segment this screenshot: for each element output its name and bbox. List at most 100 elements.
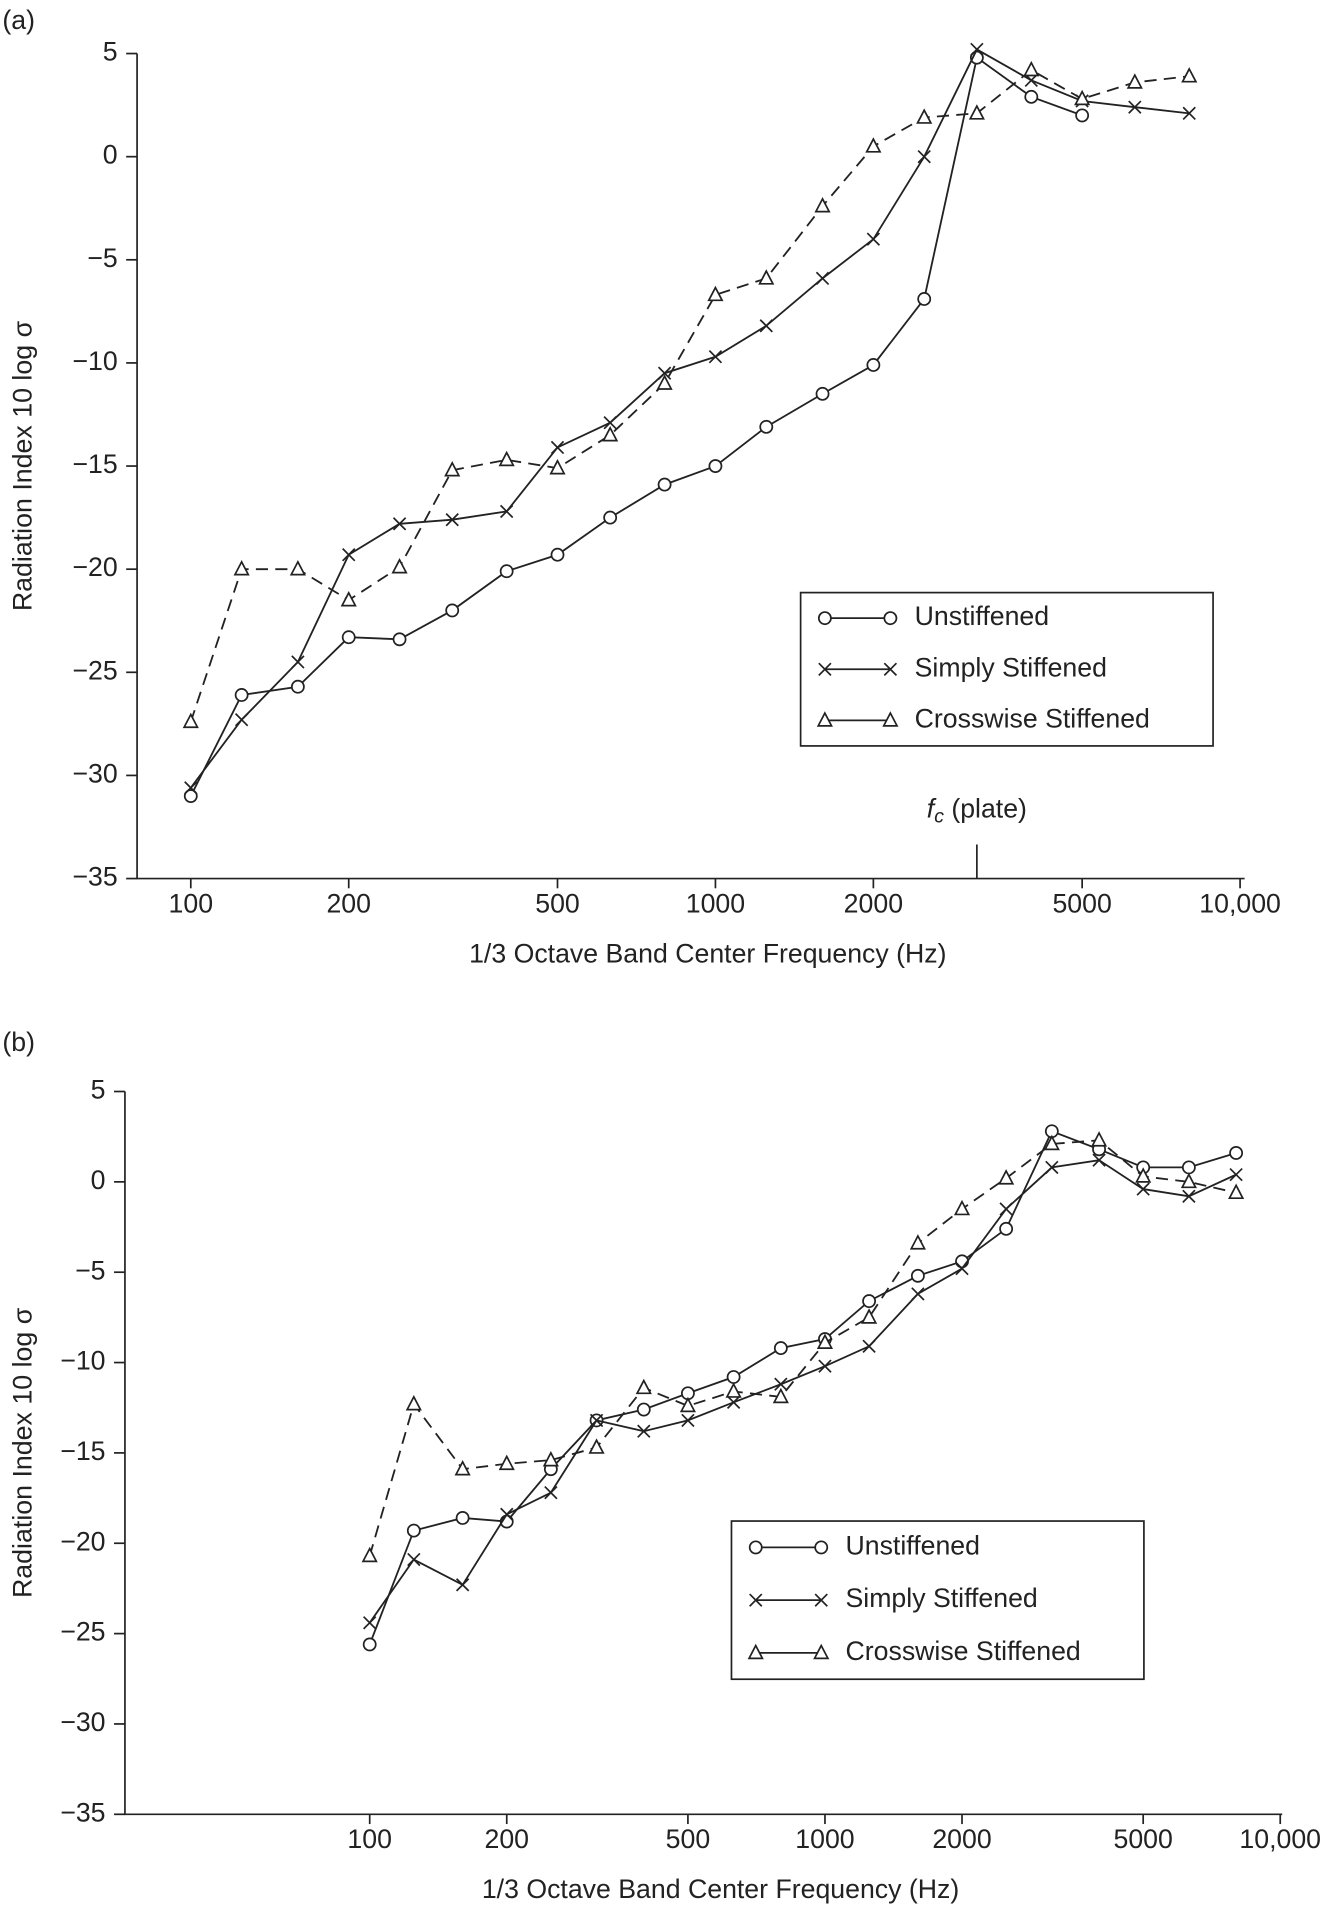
marker-circle bbox=[917, 292, 932, 306]
x-tick-label: 10,000 bbox=[1239, 1824, 1321, 1854]
marker-x bbox=[392, 517, 407, 531]
marker-circle bbox=[708, 459, 723, 473]
y-tick-label: −5 bbox=[87, 243, 117, 273]
legend: Unstiffened Simply Stiffened Crosswise Sti… bbox=[799, 591, 1214, 747]
marker-triangle bbox=[968, 104, 985, 120]
marker-x bbox=[911, 1287, 925, 1301]
marker-circle bbox=[999, 1221, 1014, 1236]
marker-triangle bbox=[882, 711, 899, 727]
marker-x bbox=[970, 42, 984, 57]
marker-x bbox=[291, 655, 305, 669]
x-tick-label: 2000 bbox=[844, 888, 903, 918]
y-tick-label: −10 bbox=[60, 1346, 105, 1376]
y-axis-title: Radiation Index 10 log σ bbox=[7, 1307, 37, 1598]
y-tick-label: −15 bbox=[60, 1436, 105, 1466]
marker-x bbox=[455, 1578, 470, 1592]
marker-triangle bbox=[1023, 60, 1040, 77]
marker-x bbox=[955, 1261, 969, 1276]
marker-triangle bbox=[602, 425, 619, 442]
x-tick-label: 5000 bbox=[1114, 1824, 1173, 1854]
marker-triangle bbox=[813, 1643, 830, 1660]
marker-x bbox=[657, 366, 672, 380]
marker-circle bbox=[773, 1341, 788, 1356]
marker-circle bbox=[362, 1637, 377, 1652]
x-tick-label: 500 bbox=[666, 1824, 711, 1854]
marker-x bbox=[550, 440, 565, 455]
x-tick-label: 10,000 bbox=[1199, 888, 1281, 918]
y-tick-label: 0 bbox=[103, 140, 118, 170]
marker-x bbox=[681, 1413, 695, 1428]
marker-triangle bbox=[816, 1333, 834, 1350]
marker-triangle bbox=[865, 137, 882, 153]
panel-label: (b) bbox=[2, 1027, 35, 1057]
marker-x bbox=[726, 1395, 741, 1409]
marker-x bbox=[363, 1616, 377, 1630]
marker-circle bbox=[817, 611, 832, 626]
marker-triangle bbox=[1074, 89, 1091, 106]
marker-triangle bbox=[454, 1460, 471, 1476]
legend-label: Crosswise Stiffened bbox=[915, 703, 1150, 733]
marker-circle bbox=[748, 1540, 763, 1555]
y-tick-label: 5 bbox=[103, 37, 118, 67]
y-tick-label: −25 bbox=[60, 1617, 105, 1647]
marker-x bbox=[774, 1377, 788, 1391]
marker-triangle bbox=[549, 458, 566, 475]
series-line bbox=[368, 1139, 1237, 1557]
series-line bbox=[190, 48, 1190, 789]
marker-circle bbox=[603, 510, 618, 525]
marker-triangle bbox=[635, 1378, 652, 1395]
marker-triangle bbox=[405, 1394, 422, 1411]
marker-triangle bbox=[1126, 73, 1143, 89]
marker-circle bbox=[234, 688, 249, 702]
marker-x bbox=[866, 232, 881, 246]
marker-circle bbox=[866, 358, 881, 372]
x-tick-label: 1000 bbox=[795, 1824, 854, 1854]
marker-circle bbox=[910, 1268, 925, 1283]
y-tick-label: −30 bbox=[60, 1707, 105, 1737]
x-tick-label: 2000 bbox=[932, 1824, 991, 1854]
y-tick-label: −20 bbox=[72, 552, 117, 582]
marker-circle bbox=[1024, 89, 1039, 104]
marker-x bbox=[234, 713, 249, 727]
marker-circle bbox=[406, 1523, 421, 1538]
axes bbox=[136, 53, 1245, 880]
marker-circle bbox=[815, 386, 830, 401]
y-tick-label: 5 bbox=[91, 1075, 106, 1105]
marker-triangle bbox=[1090, 1131, 1108, 1147]
y-tick-label: −25 bbox=[72, 655, 117, 685]
marker-x bbox=[342, 548, 356, 562]
x-tick-label: 200 bbox=[484, 1824, 529, 1854]
marker-circle bbox=[445, 603, 460, 618]
series-line bbox=[189, 68, 1190, 723]
marker-triangle bbox=[679, 1396, 696, 1413]
annotation-subscript: c bbox=[934, 806, 944, 828]
marker-triangle bbox=[909, 1234, 926, 1250]
marker-triangle bbox=[233, 560, 250, 576]
marker-triangle bbox=[498, 1454, 515, 1471]
marker-x bbox=[814, 1593, 828, 1607]
x-tick-label: 500 bbox=[535, 888, 580, 918]
marker-x bbox=[759, 319, 773, 333]
y-tick-label: −35 bbox=[72, 862, 117, 892]
marker-triangle bbox=[340, 590, 357, 607]
series-line bbox=[368, 1159, 1237, 1624]
marker-circle bbox=[759, 419, 774, 434]
marker-triangle bbox=[1228, 1183, 1245, 1200]
y-tick-label: −20 bbox=[60, 1526, 105, 1556]
marker-triangle bbox=[656, 374, 673, 390]
marker-x bbox=[407, 1552, 421, 1567]
marker-circle bbox=[550, 547, 565, 562]
marker-x bbox=[749, 1593, 763, 1607]
y-tick-label: 0 bbox=[91, 1165, 106, 1195]
marker-x bbox=[603, 416, 617, 430]
y-tick-label: −35 bbox=[60, 1797, 105, 1827]
marker-x bbox=[1092, 1153, 1106, 1167]
marker-x bbox=[1182, 1189, 1196, 1203]
marker-triangle bbox=[725, 1382, 742, 1398]
legend-label: Simply Stiffened bbox=[845, 1583, 1037, 1613]
annotation-text: (plate) bbox=[944, 793, 1027, 823]
legend-label: Unstiffened bbox=[915, 601, 1049, 631]
marker-x bbox=[818, 1359, 832, 1373]
x-axis-title: 1/3 Octave Band Center Frequency (Hz) bbox=[482, 1874, 959, 1904]
